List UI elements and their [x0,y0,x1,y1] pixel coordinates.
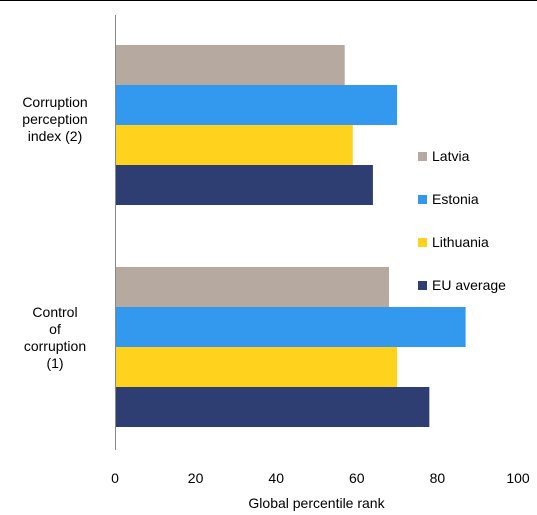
legend-label-latvia: Latvia [432,148,470,164]
x-ticks-group: 0 20 40 60 80 100 [111,470,530,486]
x-tick-label: 60 [349,470,365,486]
x-tick-label: 20 [188,470,204,486]
x-tick-label: 100 [506,470,530,486]
x-tick-label: 40 [268,470,284,486]
legend: Latvia Estonia Lithuania EU average [418,145,506,317]
x-tick-label: 0 [111,470,119,486]
x-axis-title: Global percentile rank [248,495,385,511]
x-tick-label: 80 [430,470,446,486]
legend-label-lithuania: Lithuania [432,234,489,250]
legend-label-eu-average: EU average [432,277,506,293]
bar-estonia-control-of-corruption [115,307,466,347]
bar-estonia-cpi [115,85,398,125]
bars-group [115,45,466,427]
bar-lithuania-control-of-corruption [115,347,398,387]
legend-label-estonia: Estonia [432,191,479,207]
legend-item-lithuania: Lithuania [418,231,506,253]
legend-swatch-lithuania [418,237,427,247]
legend-swatch-eu-average [418,280,427,290]
bar-latvia-control-of-corruption [115,267,390,307]
category-label-control-of-corruption: Control of corruption (1) [23,304,87,371]
legend-item-eu-average: EU average [418,274,506,296]
category-label-cpi: Corruption perception index (2) [22,94,88,144]
legend-swatch-estonia [418,194,427,204]
bar-latvia-cpi [115,45,345,85]
legend-swatch-latvia [418,151,427,161]
bar-lithuania-cpi [115,125,353,165]
legend-item-estonia: Estonia [418,188,506,210]
legend-item-latvia: Latvia [418,145,506,167]
bar-eu-average-cpi [115,165,373,205]
bar-eu-average-control-of-corruption [115,387,430,427]
